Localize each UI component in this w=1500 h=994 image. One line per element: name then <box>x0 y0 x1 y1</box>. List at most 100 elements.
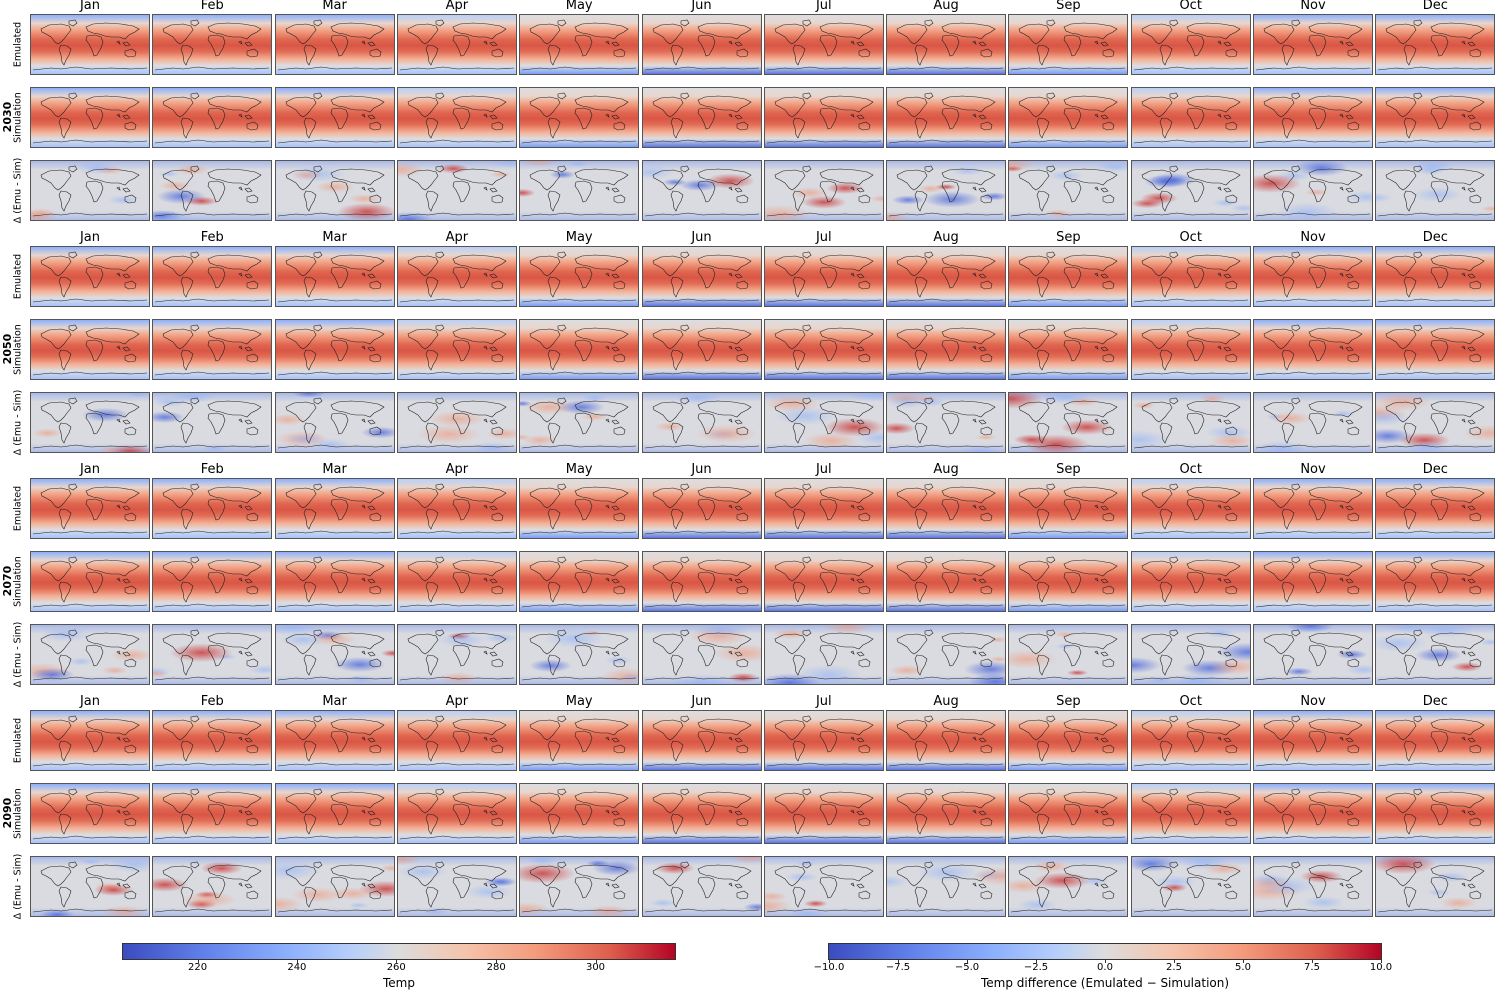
map-panel-2030-simulation-jun <box>641 87 762 148</box>
map-panel-2090-simulation-jan <box>30 783 150 844</box>
coastline-icon <box>1377 861 1493 913</box>
map-panel-2070-simulation-oct <box>1130 551 1251 612</box>
colorbar-temp-label: Temp <box>383 976 415 990</box>
coastline-icon <box>1133 165 1248 217</box>
month-title-aug: Aug <box>933 694 959 709</box>
coastline-icon <box>154 165 270 217</box>
coastline-icon <box>1255 165 1371 217</box>
map-panel-2070-delta-apr <box>396 624 517 685</box>
coastline-icon <box>399 788 515 840</box>
coastline-icon <box>521 19 637 71</box>
month-title-apr: Apr <box>445 694 469 709</box>
map-panel-2090-simulation-jun <box>641 783 762 844</box>
coastline-icon <box>644 629 759 681</box>
map-panel-2030-emulated-may <box>519 14 640 75</box>
coastline-icon <box>521 629 637 681</box>
month-title-jun: Jun <box>691 694 712 709</box>
map-panel-2070-delta-jun <box>641 624 762 685</box>
map-panel-2090-simulation-jul <box>763 783 884 844</box>
map-panel-2030-simulation-aug <box>886 87 1007 148</box>
map-panel-2050-emulated-jul <box>763 246 884 307</box>
map-panel-2050-emulated-sep <box>1008 246 1129 307</box>
map-panel-2070-simulation-aug <box>886 551 1007 612</box>
map-panel-2070-simulation-apr <box>396 551 517 612</box>
coastline-icon <box>888 397 1004 449</box>
colorbar-tick-label: 260 <box>386 962 406 973</box>
coastline-icon <box>1011 861 1126 913</box>
month-title-oct: Oct <box>1179 462 1202 477</box>
coastline-icon <box>521 483 637 535</box>
map-panel-2050-delta-nov <box>1253 392 1373 453</box>
map-panel-2050-emulated-may <box>519 246 640 307</box>
coastline-icon <box>1255 629 1371 681</box>
row-label-simulation: Simulation <box>12 324 24 375</box>
month-title-oct: Oct <box>1179 694 1202 709</box>
coastline-icon <box>154 324 270 376</box>
coastline-icon <box>399 483 515 535</box>
map-panel-2030-simulation-oct <box>1130 87 1251 148</box>
coastline-icon <box>888 788 1004 840</box>
month-title-may: May <box>565 462 593 477</box>
colorbar-tick-mark <box>1105 960 1106 963</box>
coastline-icon <box>154 19 270 71</box>
colorbar-tick-label: −5.0 <box>954 962 980 973</box>
month-title-mar: Mar <box>322 0 347 13</box>
month-title-may: May <box>565 694 593 709</box>
coastline-icon <box>521 92 637 144</box>
coastline-icon <box>644 324 759 376</box>
map-panel-2050-simulation-feb <box>152 319 273 380</box>
map-panel-2050-delta-aug <box>886 392 1007 453</box>
coastline-icon <box>32 19 148 71</box>
coastline-icon <box>766 788 882 840</box>
coastline-icon <box>1255 92 1371 144</box>
coastline-icon <box>277 165 392 217</box>
coastline-icon <box>154 397 270 449</box>
coastline-icon <box>521 556 637 608</box>
coastline-icon <box>766 483 882 535</box>
month-title-may: May <box>565 0 593 13</box>
map-panel-2050-simulation-apr <box>396 319 517 380</box>
row-label-emulated: Emulated <box>12 21 24 68</box>
map-panel-2030-emulated-dec <box>1375 14 1496 75</box>
coastline-icon <box>32 92 148 144</box>
colorbar-tick-mark <box>1381 960 1382 963</box>
month-title-dec: Dec <box>1422 0 1448 13</box>
coastline-icon <box>32 324 148 376</box>
coastline-icon <box>888 861 1004 913</box>
coastline-icon <box>277 556 392 608</box>
coastline-icon <box>521 324 637 376</box>
map-panel-2030-simulation-jan <box>30 87 150 148</box>
map-panel-2090-simulation-aug <box>886 783 1007 844</box>
colorbar-tick-mark <box>1036 960 1037 963</box>
month-title-dec: Dec <box>1422 462 1448 477</box>
map-panel-2030-emulated-mar <box>274 14 395 75</box>
map-panel-2070-emulated-feb <box>152 478 273 539</box>
coastline-icon <box>1133 324 1248 376</box>
row-label-emulated: Emulated <box>12 253 24 300</box>
colorbar-tick-mark <box>898 960 899 963</box>
coastline-icon <box>1011 788 1126 840</box>
coastline-icon <box>888 251 1004 303</box>
month-title-dec: Dec <box>1422 230 1448 245</box>
coastline-icon <box>399 165 515 217</box>
map-panel-2090-emulated-may <box>519 710 640 771</box>
coastline-icon <box>888 715 1004 767</box>
map-panel-2030-delta-apr <box>396 160 517 221</box>
map-panel-2090-delta-mar <box>274 856 395 917</box>
coastline-icon <box>154 251 270 303</box>
row-label-simulation: Simulation <box>12 788 24 839</box>
coastline-icon <box>32 251 148 303</box>
coastline-icon <box>277 861 392 913</box>
map-panel-2030-simulation-may <box>519 87 640 148</box>
map-panel-2030-simulation-dec <box>1375 87 1496 148</box>
map-panel-2030-simulation-sep <box>1008 87 1129 148</box>
map-panel-2090-simulation-feb <box>152 783 273 844</box>
map-panel-2090-emulated-sep <box>1008 710 1129 771</box>
colorbar-tick-label: 300 <box>585 962 606 973</box>
month-title-mar: Mar <box>322 462 347 477</box>
month-title-oct: Oct <box>1179 0 1202 13</box>
map-panel-2090-delta-aug <box>886 856 1007 917</box>
coastline-icon <box>1133 92 1248 144</box>
colorbar-tick-mark <box>496 960 498 963</box>
map-panel-2090-delta-nov <box>1253 856 1373 917</box>
